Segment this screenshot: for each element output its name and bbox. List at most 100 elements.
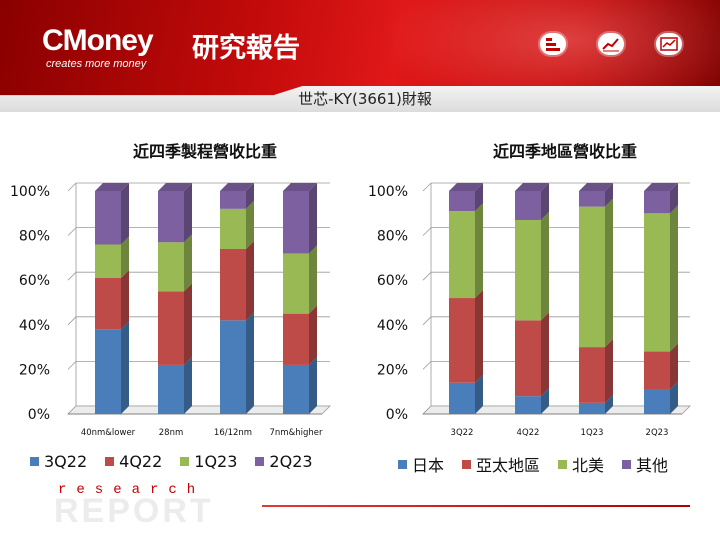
y-tick-label: 100% xyxy=(10,184,50,200)
bar-side xyxy=(121,269,129,330)
bar-side xyxy=(121,321,129,414)
gridline-side xyxy=(67,227,77,236)
y-tick-label: 20% xyxy=(377,362,408,378)
legend-label: 3Q22 xyxy=(44,452,88,471)
footer-divider xyxy=(262,505,690,507)
x-tick-label: 7nm&higher xyxy=(270,428,323,438)
legend-swatch xyxy=(255,457,265,466)
legend-item: 2Q23 xyxy=(255,452,313,471)
y-tick-label: 100% xyxy=(368,184,408,200)
bar-top xyxy=(158,183,192,191)
line-chart-icon[interactable] xyxy=(598,33,624,55)
legend-item: 其他 xyxy=(622,452,668,476)
bar-side xyxy=(246,312,254,414)
legend-swatch xyxy=(558,459,568,469)
bar-top xyxy=(449,183,483,191)
report-watermark: REPORT xyxy=(54,492,214,530)
bar-segment xyxy=(220,191,246,209)
bar-top xyxy=(644,183,678,191)
bar-segment xyxy=(579,206,605,348)
bar-side xyxy=(541,183,549,220)
bar-side xyxy=(605,183,613,207)
bar-side xyxy=(184,183,192,243)
legend-label: 其他 xyxy=(636,456,669,475)
bar-side xyxy=(246,200,254,249)
bar-segment xyxy=(644,389,670,414)
x-tick-label: 4Q22 xyxy=(517,428,540,438)
bar-side xyxy=(121,236,129,278)
y-tick-label: 80% xyxy=(377,229,408,245)
gridline-side xyxy=(67,271,77,281)
bar-side xyxy=(475,183,483,212)
y-tick-label: 40% xyxy=(377,318,408,334)
y-tick-label: 80% xyxy=(19,229,50,245)
bar-segment xyxy=(95,244,121,278)
bar-segment xyxy=(515,191,541,220)
gridline-side xyxy=(422,361,432,370)
bar-side xyxy=(309,183,317,254)
bar-side xyxy=(670,381,678,414)
bar-segment xyxy=(515,219,541,321)
gridline-side xyxy=(422,182,432,192)
bar-segment xyxy=(220,320,246,414)
legend-item: 北美 xyxy=(558,452,604,476)
bar-side xyxy=(184,356,192,414)
report-title-cn: 研究報告 xyxy=(192,33,300,64)
bar-segment xyxy=(579,191,605,207)
bar-segment xyxy=(449,191,475,212)
bar-side xyxy=(309,245,317,314)
bar-side xyxy=(605,339,613,403)
x-tick-label: 2Q23 xyxy=(646,428,669,438)
chart-title-process: 近四季製程營收比重 xyxy=(132,142,277,161)
gridline-side xyxy=(422,316,432,326)
bar-top xyxy=(95,183,129,191)
bar-segment xyxy=(283,364,309,414)
legend-item: 亞太地區 xyxy=(462,452,540,476)
y-tick-label: 60% xyxy=(19,273,50,289)
bar-segment xyxy=(158,364,184,414)
x-tick-label: 1Q23 xyxy=(581,428,604,438)
page-subtitle: 世芯-KY(3661)財報 xyxy=(298,90,432,108)
bar-side xyxy=(475,374,483,414)
bar-segment xyxy=(449,211,475,299)
bar-side xyxy=(605,198,613,348)
legend-label: 北美 xyxy=(572,456,605,475)
legend-swatch xyxy=(105,457,115,466)
bar-top xyxy=(515,183,549,191)
bar-top xyxy=(579,183,613,191)
legend-item: 3Q22 xyxy=(30,452,87,471)
legend-item: 4Q22 xyxy=(105,452,162,471)
chart-card-icon[interactable] xyxy=(656,33,682,55)
gridline-side xyxy=(422,227,432,236)
legend-label: 2Q23 xyxy=(269,452,313,471)
list-icon[interactable] xyxy=(540,33,566,55)
y-tick-label: 60% xyxy=(377,273,408,289)
legend-swatch xyxy=(622,459,632,469)
bar-side xyxy=(605,394,613,414)
legend-process: 3Q22 4Q22 1Q23 2Q23 xyxy=(30,452,313,471)
bar-side xyxy=(246,240,254,321)
y-tick-label: 20% xyxy=(19,362,50,378)
bar-segment xyxy=(283,191,309,254)
bar-side xyxy=(541,388,549,414)
subtitle-bar xyxy=(0,86,720,112)
gridline-side xyxy=(422,271,432,281)
legend-swatch xyxy=(398,459,407,469)
bar-side xyxy=(246,183,254,209)
cmoney-logo: CMoney xyxy=(42,24,154,57)
bar-side xyxy=(541,211,549,321)
bar-side xyxy=(475,203,483,299)
bar-segment xyxy=(515,320,541,397)
bar-segment xyxy=(644,191,670,214)
legend-region: 日本 亞太地區 北美 其他 xyxy=(398,452,668,476)
legend-swatch xyxy=(180,457,190,466)
bar-segment xyxy=(644,213,670,352)
bar-segment xyxy=(579,402,605,414)
x-tick-label: 28nm xyxy=(159,428,183,438)
bar-segment xyxy=(158,191,184,243)
bar-top xyxy=(220,183,254,191)
bar-segment xyxy=(158,291,184,365)
legend-item: 1Q23 xyxy=(180,452,237,471)
legend-label: 1Q23 xyxy=(194,452,238,471)
